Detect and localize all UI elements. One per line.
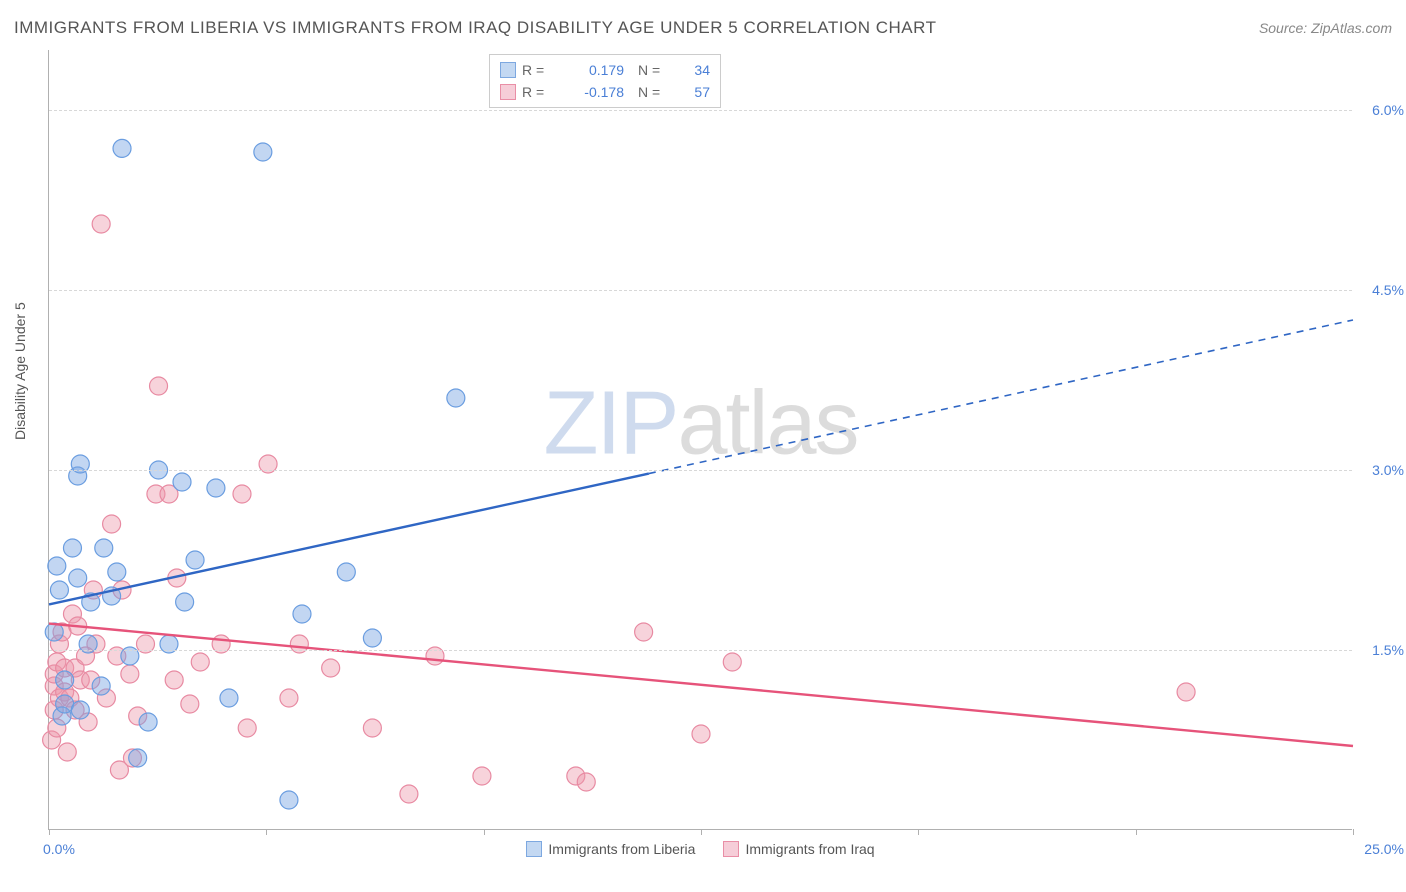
scatter-point-liberia bbox=[48, 557, 66, 575]
scatter-point-iraq bbox=[363, 719, 381, 737]
scatter-point-liberia bbox=[186, 551, 204, 569]
legend-n-value-liberia: 34 bbox=[680, 59, 710, 81]
scatter-point-iraq bbox=[280, 689, 298, 707]
legend-swatch-liberia bbox=[500, 62, 516, 78]
gridline-h bbox=[49, 110, 1352, 111]
scatter-point-liberia bbox=[447, 389, 465, 407]
scatter-point-iraq bbox=[191, 653, 209, 671]
scatter-point-iraq bbox=[121, 665, 139, 683]
x-tick bbox=[266, 829, 267, 835]
scatter-point-liberia bbox=[95, 539, 113, 557]
legend-label-iraq: Immigrants from Iraq bbox=[745, 841, 874, 857]
scatter-point-liberia bbox=[254, 143, 272, 161]
legend-r-value-liberia: 0.179 bbox=[564, 59, 624, 81]
legend-stats-row: R = -0.178 N = 57 bbox=[500, 81, 710, 103]
scatter-point-liberia bbox=[71, 701, 89, 719]
plot-area: ZIPatlas R = 0.179 N = 34 R = -0.178 N =… bbox=[48, 50, 1352, 830]
scatter-point-iraq bbox=[58, 743, 76, 761]
scatter-point-liberia bbox=[280, 791, 298, 809]
x-tick bbox=[49, 829, 50, 835]
scatter-point-iraq bbox=[400, 785, 418, 803]
scatter-point-iraq bbox=[473, 767, 491, 785]
y-tick-label: 4.5% bbox=[1358, 282, 1404, 298]
regression-line-liberia-extrapolated bbox=[649, 320, 1353, 474]
x-tick bbox=[701, 829, 702, 835]
source-credit: Source: ZipAtlas.com bbox=[1259, 20, 1392, 36]
legend-label-liberia: Immigrants from Liberia bbox=[548, 841, 695, 857]
scatter-point-liberia bbox=[50, 581, 68, 599]
scatter-svg bbox=[49, 50, 1352, 829]
scatter-point-liberia bbox=[337, 563, 355, 581]
scatter-point-iraq bbox=[103, 515, 121, 533]
title-bar: IMMIGRANTS FROM LIBERIA VS IMMIGRANTS FR… bbox=[14, 18, 1392, 38]
scatter-point-liberia bbox=[92, 677, 110, 695]
x-tick bbox=[1353, 829, 1354, 835]
scatter-point-liberia bbox=[220, 689, 238, 707]
chart-title: IMMIGRANTS FROM LIBERIA VS IMMIGRANTS FR… bbox=[14, 18, 936, 38]
x-tick-min: 0.0% bbox=[43, 841, 75, 857]
scatter-point-iraq bbox=[92, 215, 110, 233]
scatter-point-iraq bbox=[577, 773, 595, 791]
x-tick bbox=[918, 829, 919, 835]
source-name: ZipAtlas.com bbox=[1311, 20, 1392, 36]
scatter-point-liberia bbox=[363, 629, 381, 647]
legend-item-liberia: Immigrants from Liberia bbox=[526, 841, 695, 857]
legend-swatch-liberia bbox=[526, 841, 542, 857]
legend-item-iraq: Immigrants from Iraq bbox=[723, 841, 874, 857]
scatter-point-liberia bbox=[129, 749, 147, 767]
scatter-point-iraq bbox=[1177, 683, 1195, 701]
scatter-point-iraq bbox=[635, 623, 653, 641]
scatter-point-liberia bbox=[139, 713, 157, 731]
scatter-point-liberia bbox=[173, 473, 191, 491]
scatter-point-liberia bbox=[56, 671, 74, 689]
legend-n-label: N = bbox=[638, 59, 674, 81]
scatter-point-liberia bbox=[63, 539, 81, 557]
scatter-point-iraq bbox=[150, 377, 168, 395]
legend-r-label: R = bbox=[522, 81, 558, 103]
legend-swatch-iraq bbox=[723, 841, 739, 857]
scatter-point-iraq bbox=[233, 485, 251, 503]
legend-r-value-iraq: -0.178 bbox=[564, 81, 624, 103]
scatter-point-iraq bbox=[165, 671, 183, 689]
scatter-point-iraq bbox=[322, 659, 340, 677]
legend-n-value-iraq: 57 bbox=[680, 81, 710, 103]
scatter-point-iraq bbox=[181, 695, 199, 713]
scatter-point-liberia bbox=[176, 593, 194, 611]
gridline-h bbox=[49, 470, 1352, 471]
y-tick-label: 1.5% bbox=[1358, 642, 1404, 658]
legend-series: Immigrants from Liberia Immigrants from … bbox=[49, 841, 1352, 857]
y-tick-label: 6.0% bbox=[1358, 102, 1404, 118]
regression-line-liberia bbox=[49, 474, 649, 605]
legend-n-label: N = bbox=[638, 81, 674, 103]
gridline-h bbox=[49, 650, 1352, 651]
scatter-point-liberia bbox=[69, 569, 87, 587]
legend-stats: R = 0.179 N = 34 R = -0.178 N = 57 bbox=[489, 54, 721, 108]
source-prefix: Source: bbox=[1259, 20, 1311, 36]
x-tick bbox=[484, 829, 485, 835]
x-tick-max: 25.0% bbox=[1364, 841, 1404, 857]
legend-r-label: R = bbox=[522, 59, 558, 81]
scatter-point-liberia bbox=[113, 139, 131, 157]
scatter-point-liberia bbox=[293, 605, 311, 623]
scatter-point-iraq bbox=[238, 719, 256, 737]
x-tick bbox=[1136, 829, 1137, 835]
y-axis-label: Disability Age Under 5 bbox=[12, 302, 28, 440]
scatter-point-iraq bbox=[723, 653, 741, 671]
y-tick-label: 3.0% bbox=[1358, 462, 1404, 478]
legend-swatch-iraq bbox=[500, 84, 516, 100]
legend-stats-row: R = 0.179 N = 34 bbox=[500, 59, 710, 81]
scatter-point-iraq bbox=[692, 725, 710, 743]
scatter-point-liberia bbox=[207, 479, 225, 497]
scatter-point-liberia bbox=[108, 563, 126, 581]
gridline-h bbox=[49, 290, 1352, 291]
